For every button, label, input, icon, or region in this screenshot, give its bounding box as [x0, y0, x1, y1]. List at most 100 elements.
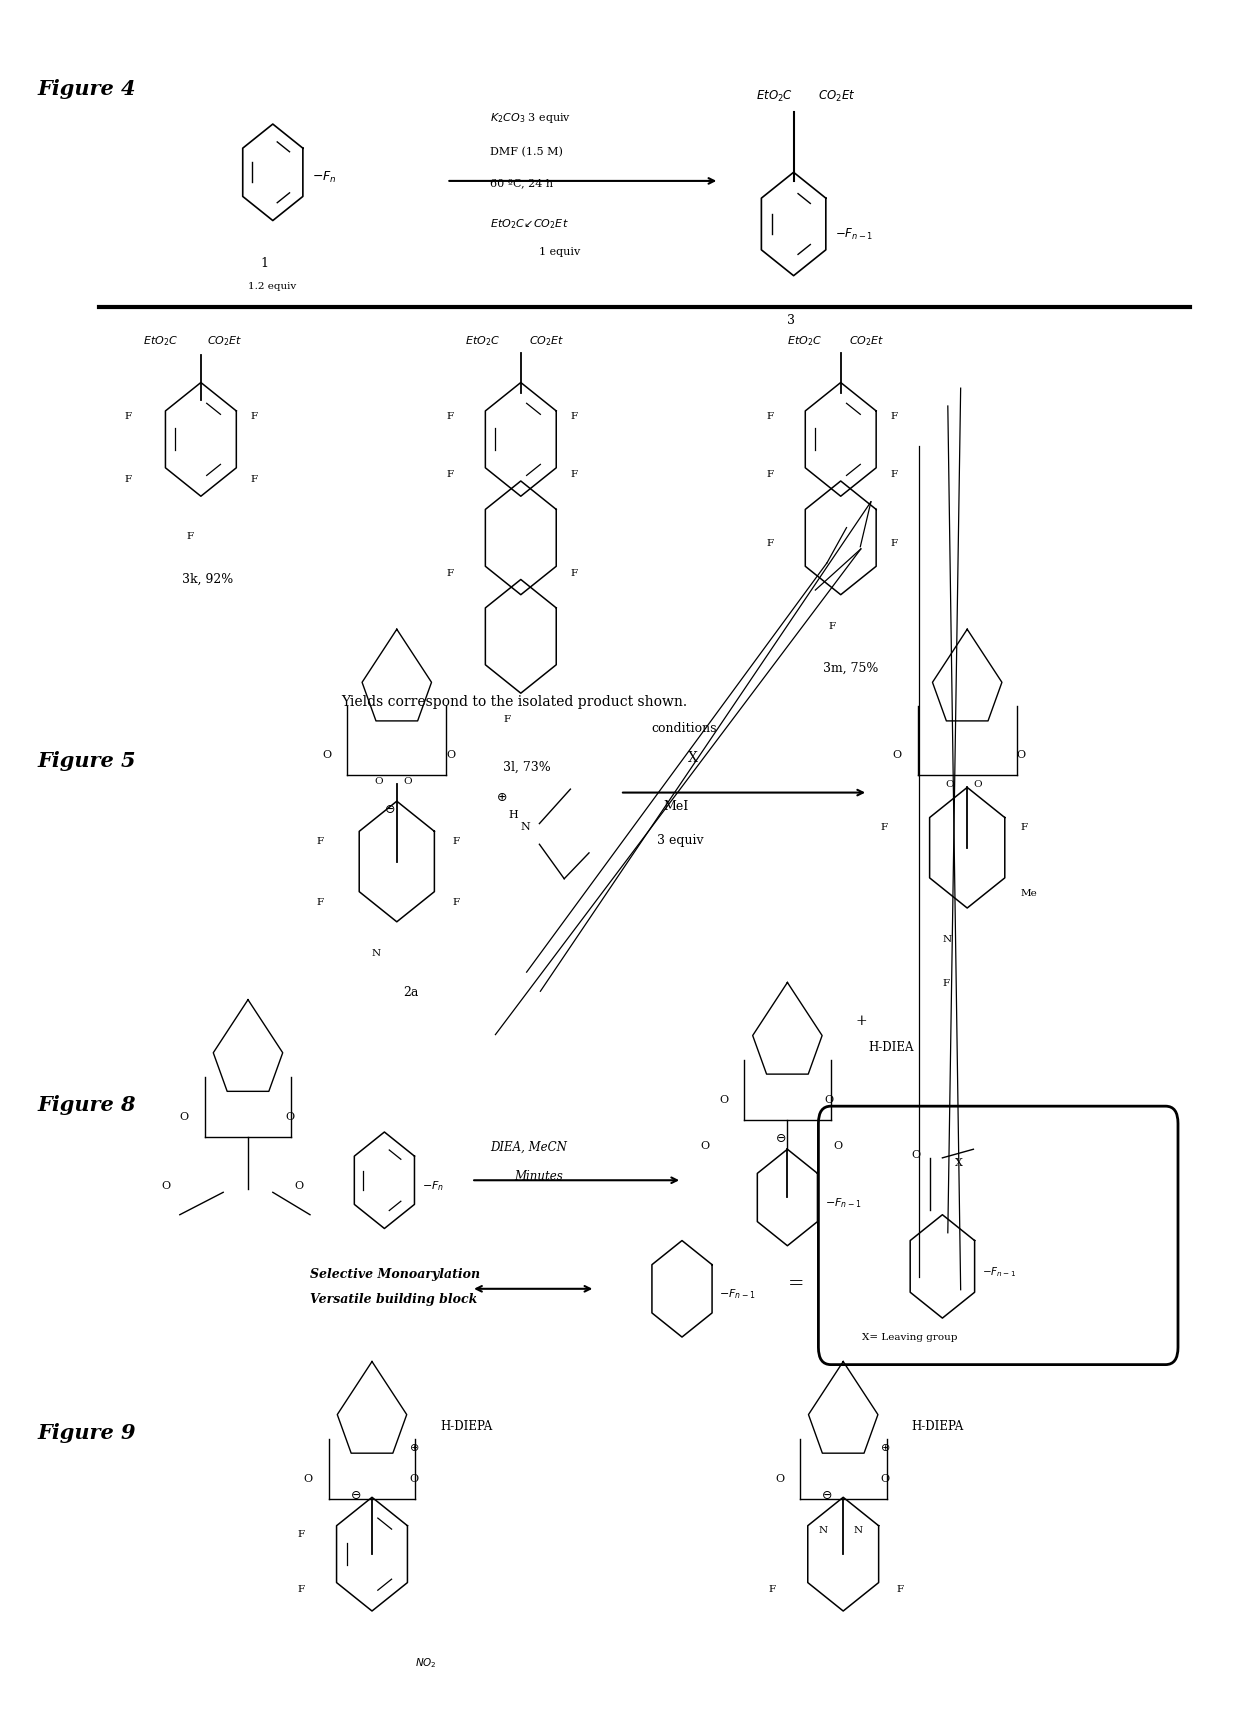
Text: $\oplus$: $\oplus$ [409, 1442, 419, 1452]
FancyBboxPatch shape [818, 1106, 1178, 1365]
Text: F: F [828, 622, 836, 631]
Text: O: O [719, 1094, 728, 1104]
Text: O: O [180, 1111, 188, 1122]
Text: H: H [508, 810, 518, 820]
Text: F: F [186, 532, 193, 541]
Text: H-DIEPA: H-DIEPA [911, 1420, 963, 1434]
Text: $EtO_2C\!\swarrow\!CO_2Et$: $EtO_2C\!\swarrow\!CO_2Et$ [490, 217, 568, 231]
Text: F: F [890, 470, 898, 479]
Text: $\ominus$: $\ominus$ [384, 803, 396, 817]
Text: $-F_{n-1}$: $-F_{n-1}$ [835, 227, 873, 241]
Text: $\ominus$: $\ominus$ [821, 1489, 832, 1502]
Text: $CO_2Et$: $CO_2Et$ [529, 334, 565, 348]
Text: O: O [446, 750, 455, 760]
Text: X: X [955, 1158, 962, 1168]
Text: 1: 1 [260, 257, 268, 271]
Text: F: F [316, 837, 324, 846]
Text: F: F [890, 412, 898, 420]
Text: O: O [285, 1111, 294, 1122]
Text: Figure 5: Figure 5 [37, 751, 135, 770]
Text: O: O [973, 781, 982, 789]
Text: O: O [161, 1180, 170, 1191]
Text: O: O [403, 777, 412, 786]
Text: F: F [453, 837, 460, 846]
Text: $EtO_2C$: $EtO_2C$ [787, 334, 822, 348]
Text: O: O [374, 777, 383, 786]
Text: F: F [890, 539, 898, 548]
Text: Figure 4: Figure 4 [37, 79, 135, 98]
Text: F: F [766, 470, 774, 479]
Text: N: N [818, 1527, 827, 1535]
Text: F: F [503, 715, 511, 724]
Text: N: N [372, 949, 381, 958]
Text: 2a: 2a [403, 986, 418, 999]
Text: O: O [893, 750, 901, 760]
Text: 3 equiv: 3 equiv [657, 834, 704, 848]
Text: F: F [453, 898, 460, 906]
Text: $EtO_2C$: $EtO_2C$ [465, 334, 500, 348]
Text: conditions: conditions [651, 722, 717, 736]
Text: O: O [294, 1180, 303, 1191]
Text: O: O [825, 1094, 833, 1104]
Text: F: F [316, 898, 324, 906]
Text: F: F [250, 476, 258, 484]
Text: 3m, 75%: 3m, 75% [823, 662, 879, 675]
Text: O: O [304, 1473, 312, 1484]
Text: X= Leaving group: X= Leaving group [862, 1334, 957, 1342]
Text: $NO_2$: $NO_2$ [415, 1656, 438, 1670]
Text: $EtO_2C$: $EtO_2C$ [143, 334, 177, 348]
Text: $\ominus$: $\ominus$ [350, 1489, 361, 1502]
Text: F: F [298, 1585, 305, 1594]
Text: $\oplus$: $\oplus$ [496, 791, 507, 805]
Text: F: F [446, 470, 454, 479]
Text: $\ominus$: $\ominus$ [775, 1132, 786, 1146]
Text: Figure 8: Figure 8 [37, 1096, 135, 1115]
Text: F: F [769, 1585, 776, 1594]
Text: F: F [942, 979, 950, 987]
Text: O: O [701, 1141, 709, 1151]
Text: N: N [942, 936, 951, 944]
Text: $K_2CO_3$ 3 equiv: $K_2CO_3$ 3 equiv [490, 110, 570, 124]
Text: 3l, 73%: 3l, 73% [503, 762, 552, 774]
Text: F: F [897, 1585, 904, 1594]
Text: F: F [570, 470, 578, 479]
Text: MeI: MeI [663, 799, 688, 813]
Text: F: F [446, 412, 454, 420]
Text: DMF (1.5 M): DMF (1.5 M) [490, 146, 563, 157]
Text: O: O [1017, 750, 1025, 760]
Text: $-F_n$: $-F_n$ [422, 1179, 444, 1192]
Text: F: F [880, 824, 888, 832]
Text: 1 equiv: 1 equiv [539, 246, 580, 257]
Text: F: F [570, 412, 578, 420]
Text: O: O [880, 1473, 889, 1484]
Text: 1.2 equiv: 1.2 equiv [248, 283, 296, 291]
Text: O: O [911, 1149, 920, 1160]
Text: F: F [298, 1530, 305, 1539]
Text: F: F [570, 569, 578, 577]
Text: $-F_{n-1}$: $-F_{n-1}$ [825, 1196, 861, 1210]
Text: +: + [856, 1015, 867, 1029]
Text: O: O [945, 781, 954, 789]
Text: Versatile building block: Versatile building block [310, 1292, 477, 1306]
Text: F: F [124, 476, 131, 484]
Text: 3: 3 [787, 314, 795, 327]
Text: F: F [766, 539, 774, 548]
Text: $\oplus$: $\oplus$ [880, 1442, 890, 1452]
Text: Minutes: Minutes [515, 1170, 563, 1184]
Text: H-DIEPA: H-DIEPA [440, 1420, 492, 1434]
Text: O: O [322, 750, 331, 760]
Text: DIEA, MeCN: DIEA, MeCN [490, 1141, 567, 1154]
Text: $CO_2Et$: $CO_2Et$ [207, 334, 243, 348]
Text: $EtO_2C$: $EtO_2C$ [756, 90, 794, 103]
Text: Me: Me [1021, 889, 1038, 898]
Text: F: F [124, 412, 131, 420]
Text: N: N [853, 1527, 862, 1535]
Text: Figure 9: Figure 9 [37, 1423, 135, 1442]
Text: O: O [409, 1473, 418, 1484]
Text: $-F_{n-1}$: $-F_{n-1}$ [982, 1265, 1017, 1278]
Text: $CO_2Et$: $CO_2Et$ [849, 334, 885, 348]
Text: O: O [833, 1141, 842, 1151]
Text: F: F [446, 569, 454, 577]
Text: 60 ºC, 24 h: 60 ºC, 24 h [490, 177, 553, 188]
Text: F: F [766, 412, 774, 420]
